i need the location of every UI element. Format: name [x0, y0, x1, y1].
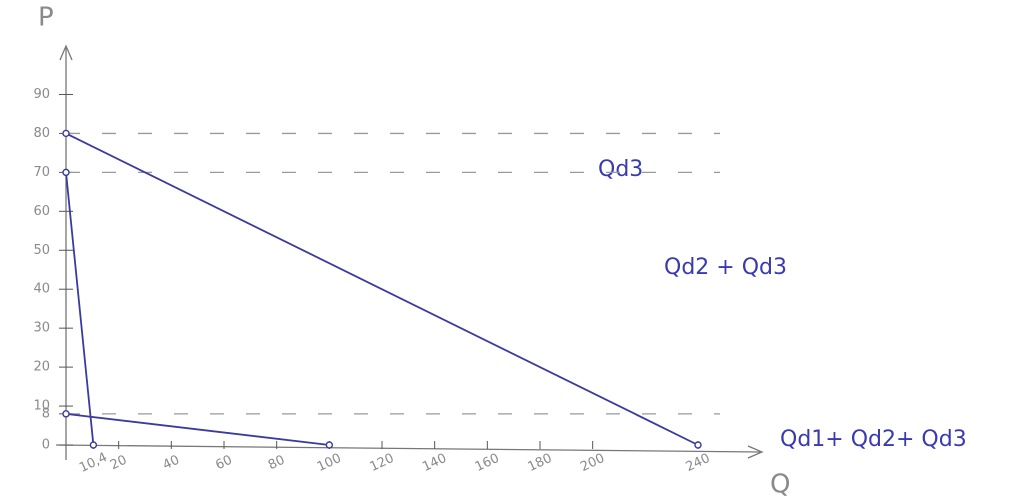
- x-tick-label: 200: [578, 451, 607, 475]
- point: [62, 168, 70, 177]
- y-axis-arrow: [59, 44, 73, 61]
- x-axis: [55, 444, 761, 453]
- y-tick-label: 70: [33, 165, 50, 180]
- y-tick-label: 80: [33, 126, 50, 141]
- x-axis-label: Q: [770, 470, 790, 500]
- point: [62, 410, 70, 418]
- y-tick-label: 0: [42, 438, 50, 453]
- series-line: [65, 412, 330, 446]
- point: [694, 441, 702, 449]
- x-tick-label: 120: [368, 451, 397, 475]
- y-axis-label: P: [38, 3, 54, 33]
- annotation: Qd1+ Qd2+ Qd3: [780, 427, 967, 452]
- x-tick-label: 10,4: [77, 450, 110, 476]
- point: [89, 441, 98, 449]
- x-axis-arrow: [747, 445, 764, 459]
- y-tick-label: 30: [33, 321, 50, 336]
- y-tick-label: 40: [33, 282, 50, 297]
- x-tick-label: 60: [213, 453, 234, 474]
- x-tick-label: 80: [266, 453, 287, 474]
- x-tick-label: 40: [161, 453, 182, 474]
- y-tick-label: 90: [33, 87, 50, 102]
- y-tick-label: 10: [33, 399, 50, 414]
- y-tick-label: 60: [33, 204, 50, 219]
- point: [325, 441, 334, 449]
- y-tick-label: 20: [33, 360, 50, 375]
- x-tick-label: 240: [684, 451, 713, 475]
- annotation: Qd3: [598, 157, 643, 182]
- x-tick-label: 160: [473, 451, 502, 475]
- x-tick-label: 180: [526, 451, 555, 475]
- series-line: [65, 132, 699, 446]
- x-tick-label: 20: [108, 453, 129, 474]
- point: [62, 129, 70, 138]
- series-line: [65, 172, 95, 446]
- x-tick-label: 140: [420, 451, 449, 475]
- x-tick-label: 100: [315, 451, 344, 475]
- annotation: Qd2 + Qd3: [664, 255, 787, 280]
- y-tick-label: 8: [42, 406, 50, 421]
- y-tick-label: 50: [33, 243, 50, 258]
